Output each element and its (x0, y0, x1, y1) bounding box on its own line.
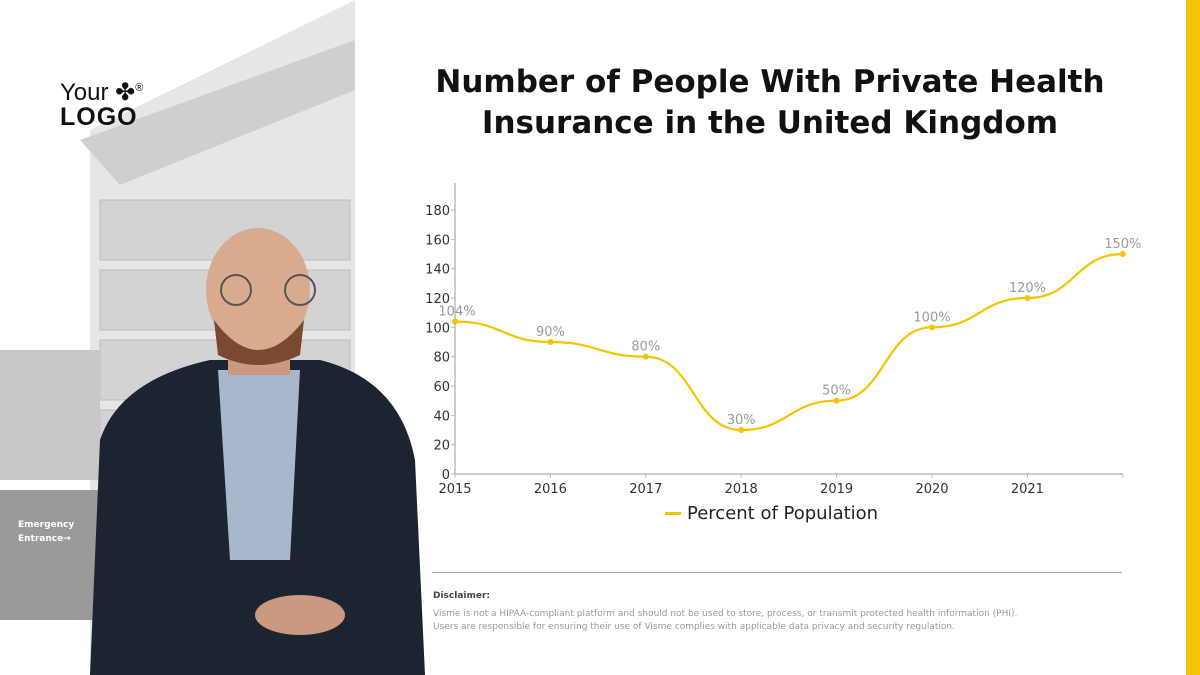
data-point (1119, 251, 1126, 257)
disclaimer-line2: Users are responsible for ensuring their… (433, 622, 955, 632)
y-tick-label: 140 (425, 263, 450, 278)
logo-text-line1: Your (60, 79, 109, 106)
sign-text: Emergency (18, 520, 74, 530)
data-point (642, 353, 649, 360)
disclaimer-line1: Visme is not a HIPAA-compliant platform … (433, 609, 1018, 619)
x-tick-label: 2016 (534, 482, 567, 497)
chart-title: Number of People With Private Health Ins… (435, 64, 1105, 141)
accent-strip (1186, 0, 1200, 675)
legend-label: Percent of Population (687, 503, 879, 524)
x-tick-label: 2019 (820, 482, 853, 497)
data-label: 150% (1104, 237, 1141, 252)
clover-icon: ✤ (115, 79, 136, 106)
data-point (1024, 295, 1031, 301)
data-label: 104% (438, 304, 475, 319)
x-tick-label: 2021 (1011, 482, 1044, 497)
legend: Percent of Population (665, 503, 878, 524)
data-label: 120% (1009, 281, 1046, 296)
svg-text:Entrance→: Entrance→ (18, 534, 71, 544)
y-tick-label: 100 (425, 321, 450, 336)
y-tick-label: 120 (425, 292, 450, 307)
data-label: 30% (727, 413, 756, 428)
logo: Your ✤® LOGO (60, 79, 144, 131)
x-tick-label: 2020 (915, 482, 948, 497)
x-tick-label: 2015 (438, 482, 471, 497)
y-tick-label: 40 (433, 409, 450, 424)
data-point (452, 318, 458, 325)
legend-swatch (665, 512, 681, 515)
data-label: 80% (631, 340, 660, 355)
series-line (454, 252, 1123, 432)
data-label: 90% (536, 325, 565, 340)
divider (432, 572, 1122, 573)
disclaimer: Disclaimer: Visme is not a HIPAA-complia… (433, 590, 1017, 634)
y-tick-label: 60 (433, 380, 450, 395)
y-tick-label: 80 (433, 351, 450, 366)
data-point (929, 324, 935, 331)
x-tick-label: 2018 (725, 482, 758, 497)
data-point (738, 427, 745, 433)
data-label: 100% (913, 310, 950, 325)
y-tick-label: 0 (442, 468, 450, 483)
data-point (547, 339, 554, 345)
disclaimer-heading: Disclaimer: (433, 591, 491, 601)
logo-text-line2: LOGO (60, 103, 138, 131)
y-tick-label: 180 (425, 204, 450, 219)
hero-photo: Emergency Entrance→ (0, 0, 430, 675)
data-point (833, 397, 840, 404)
x-tick-label: 2017 (629, 482, 662, 497)
y-tick-label: 20 (433, 439, 450, 454)
data-label: 50% (822, 384, 851, 399)
y-tick-label: 160 (425, 233, 450, 248)
